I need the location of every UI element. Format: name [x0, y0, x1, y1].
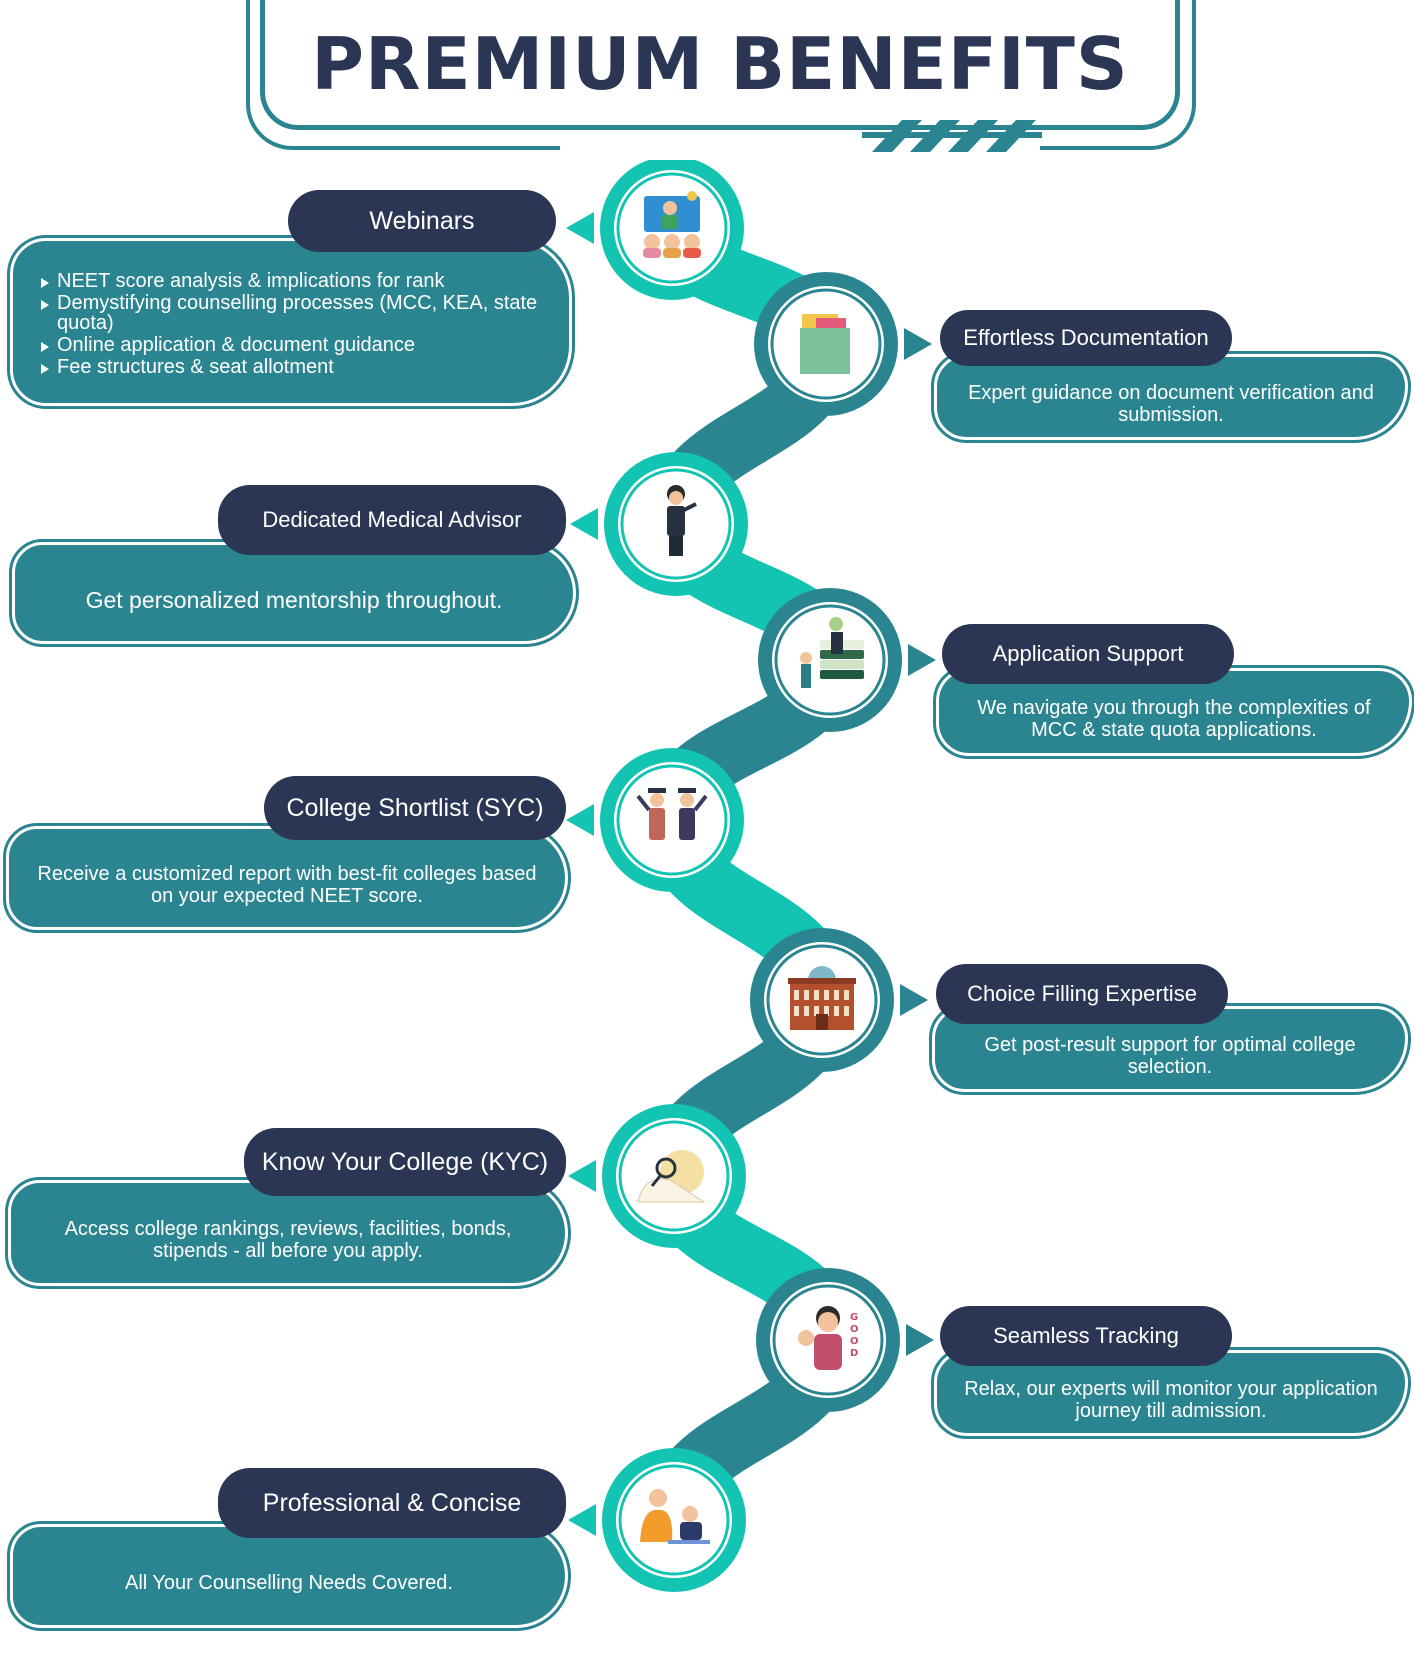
college-shortlist-card: Receive a customized report with best-fi…: [3, 823, 571, 933]
mentor-student-icon: [602, 1448, 746, 1592]
list-item: Online application & document guidance: [39, 335, 543, 355]
webinars-card: NEET score analysis & implications for r…: [7, 235, 575, 409]
professional-concise-description: All Your Counselling Needs Covered.: [125, 1572, 453, 1594]
pointer-arrow: [566, 212, 594, 244]
medical-advisor-description: Get personalized mentorship throughout.: [85, 587, 503, 613]
list-item: Fee structures & seat allotment: [39, 357, 543, 377]
document-folder-icon: [754, 272, 898, 416]
medical-advisor-card: Get personalized mentorship throughout.: [9, 539, 579, 647]
college-shortlist-title: College Shortlist (SYC): [264, 776, 566, 840]
medical-advisor-title: Dedicated Medical Advisor: [218, 485, 566, 555]
seamless-tracking-title: Seamless Tracking: [940, 1306, 1232, 1366]
title-stripes-decoration: [862, 120, 1042, 152]
pointer-arrow: [900, 984, 928, 1016]
title-frame: [260, 0, 1180, 130]
pointer-arrow: [568, 1160, 596, 1192]
know-your-college-card: Access college rankings, reviews, facili…: [5, 1177, 571, 1289]
know-your-college-description: Access college rankings, reviews, facili…: [64, 1218, 512, 1262]
choice-filling-description: Get post-result support for optimal coll…: [984, 1034, 1356, 1078]
advisor-person-icon: [604, 452, 748, 596]
webinars-topics-list: NEET score analysis & implications for r…: [39, 269, 543, 379]
webinar-presenter-icon: [600, 156, 744, 300]
know-your-college-title: Know Your College (KYC): [244, 1128, 566, 1196]
svg-text:O: O: [850, 1324, 859, 1335]
pointer-arrow: [908, 644, 936, 676]
magnifier-person-icon: [602, 1104, 746, 1248]
pointer-arrow: [570, 508, 598, 540]
list-item: NEET score analysis & implications for r…: [39, 271, 543, 291]
svg-text:O: O: [850, 1336, 859, 1347]
seamless-tracking-description: Relax, our experts will monitor your app…: [964, 1378, 1378, 1422]
helping-hand-books-icon: [758, 588, 902, 732]
webinars-title: Webinars: [288, 190, 556, 252]
choice-filling-title: Choice Filling Expertise: [936, 964, 1228, 1024]
graduates-icon: [600, 748, 744, 892]
professional-concise-title: Professional & Concise: [218, 1468, 566, 1538]
svg-text:D: D: [850, 1348, 858, 1359]
page-title: PREMIUM BENEFITS: [311, 22, 1129, 106]
seamless-tracking-card: Relax, our experts will monitor your app…: [931, 1347, 1411, 1439]
college-building-icon: [750, 928, 894, 1072]
documentation-title: Effortless Documentation: [940, 310, 1232, 366]
list-item: Demystifying counselling processes (MCC,…: [39, 293, 543, 333]
documentation-card: Expert guidance on document verification…: [931, 351, 1411, 443]
documentation-description: Expert guidance on document verification…: [968, 382, 1374, 426]
application-support-description: We navigate you through the complexities…: [977, 697, 1371, 741]
pointer-arrow: [566, 804, 594, 836]
svg-text:G: G: [850, 1312, 858, 1323]
application-support-title: Application Support: [942, 624, 1234, 684]
pointer-arrow: [904, 328, 932, 360]
pointer-arrow: [568, 1504, 596, 1536]
pointer-arrow: [906, 1324, 934, 1356]
college-shortlist-description: Receive a customized report with best-fi…: [37, 863, 537, 907]
professional-concise-card: All Your Counselling Needs Covered.: [7, 1521, 571, 1631]
